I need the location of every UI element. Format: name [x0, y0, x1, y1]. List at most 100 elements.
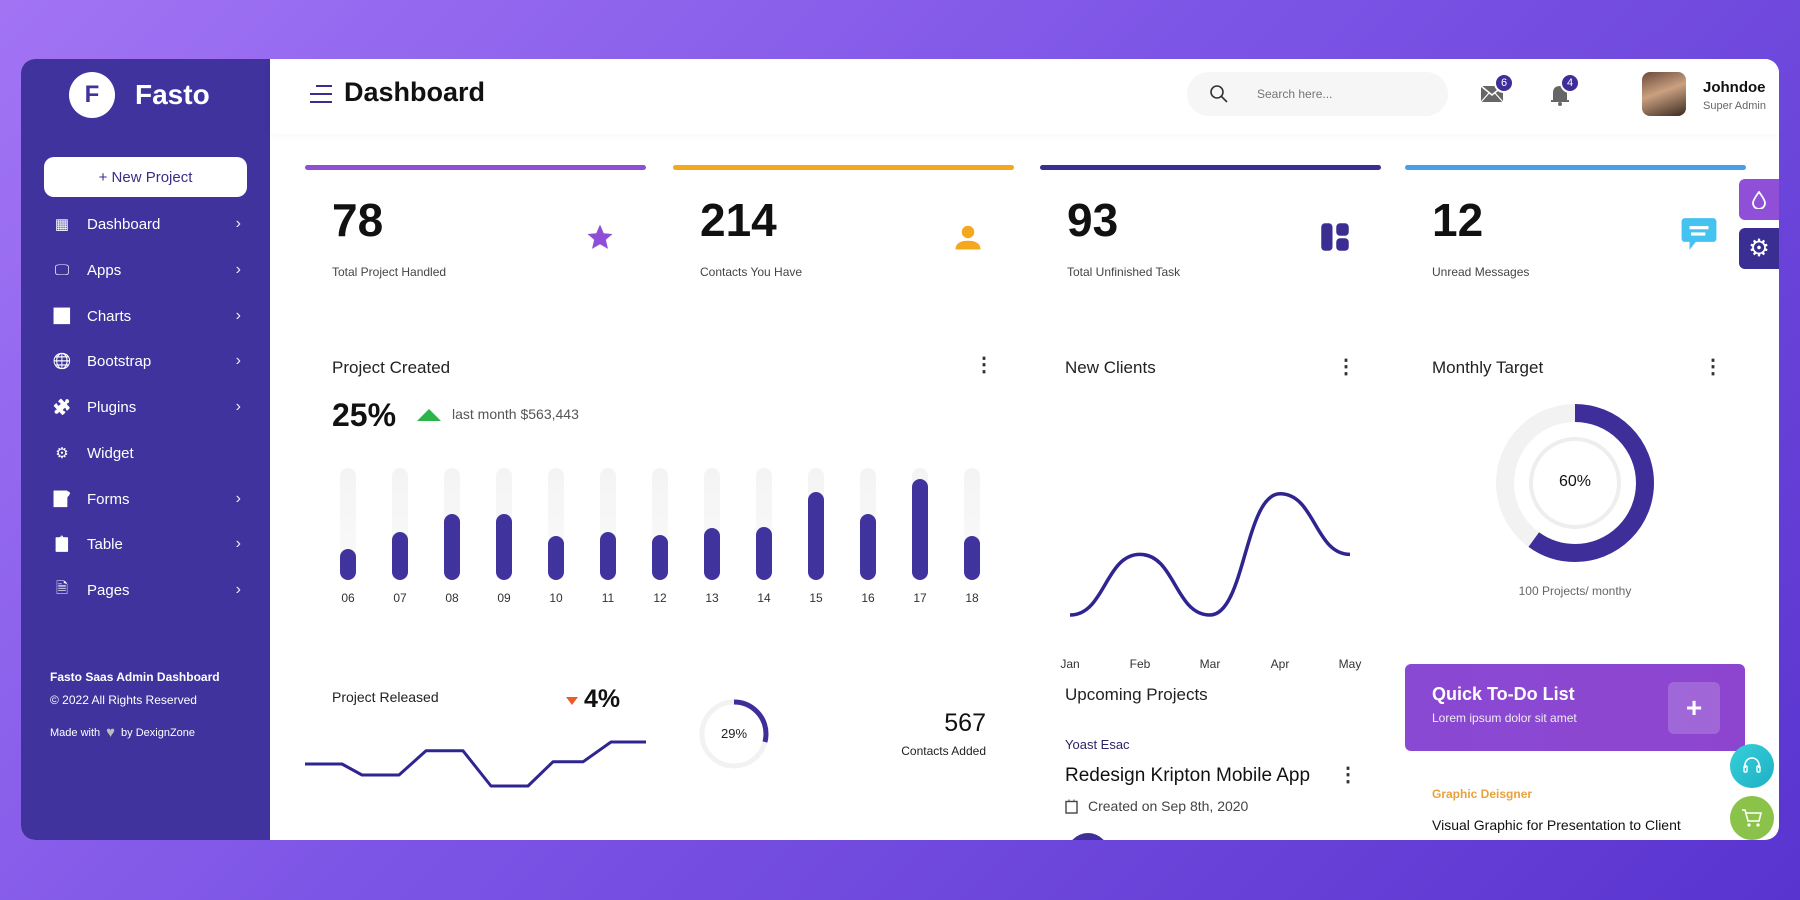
trend-down-icon	[566, 697, 578, 705]
contacts-added-arc	[699, 699, 769, 769]
stat-accent-bar	[673, 165, 1014, 170]
by-author: by DexignZone	[121, 726, 196, 739]
bar	[392, 531, 408, 580]
stat-label: Unread Messages	[1432, 265, 1530, 279]
stat-card: 78 Total Project Handled	[305, 165, 646, 300]
project-created-title: Project Created	[332, 358, 451, 377]
stat-card: 12 Unread Messages	[1405, 165, 1746, 300]
more-options-icon[interactable]: ⋮	[1703, 356, 1723, 378]
line-x-label: May	[1338, 657, 1362, 671]
stat-label: Total Unfinished Task	[1067, 265, 1181, 279]
search-bar[interactable]	[1187, 72, 1448, 116]
sidebar-item-label: Plugins	[87, 398, 137, 416]
heart-icon: ♥	[106, 724, 116, 741]
stat-value: 214	[700, 194, 777, 246]
stat-label: Total Project Handled	[332, 265, 447, 279]
chevron-right-icon: ›	[235, 581, 241, 598]
form-icon: 📝	[52, 491, 72, 508]
chevron-right-icon: ›	[235, 261, 241, 278]
project-created-subtitle: last month $563,443	[452, 406, 579, 422]
add-todo-button[interactable]: +	[1668, 682, 1720, 734]
project-name[interactable]: Redesign Kripton Mobile App	[1065, 765, 1311, 786]
sidebar-item-forms[interactable]: 📝 Forms ›	[51, 481, 241, 517]
bar-x-label: 12	[653, 591, 667, 605]
task-title[interactable]: Visual Graphic for Presentation to Clien…	[1432, 817, 1681, 833]
more-options-icon[interactable]: ⋮	[1336, 356, 1356, 378]
more-options-icon[interactable]: ⋮	[1338, 764, 1358, 786]
search-icon	[1210, 85, 1228, 103]
sidebar-item-charts[interactable]: 📈 Charts ›	[51, 298, 241, 334]
contacts-added-value: 567	[944, 709, 986, 737]
stat-label: Contacts You Have	[700, 265, 803, 279]
sidebar-item-apps[interactable]: 🖵 Apps ›	[51, 252, 241, 288]
sidebar-item-label: Pages	[87, 581, 130, 599]
footer-title: Fasto Saas Admin Dashboard	[50, 670, 220, 684]
hamburger-menu-icon[interactable]	[310, 85, 332, 103]
layout-icon	[1320, 222, 1350, 257]
contacts-added-label: Contacts Added	[901, 744, 986, 758]
bar-x-label: 08	[445, 591, 459, 605]
footer-copyright: © 2022 All Rights Reserved	[50, 693, 197, 707]
avatar[interactable]	[1642, 72, 1686, 116]
support-button[interactable]	[1730, 744, 1774, 788]
quick-todo-card: Quick To-Do List Lorem ipsum dolor sit a…	[1405, 664, 1745, 751]
bar	[496, 513, 512, 580]
chevron-right-icon: ›	[235, 398, 241, 415]
bar-x-label: 18	[965, 591, 979, 605]
chevron-right-icon: ›	[235, 490, 241, 507]
top-bar: Dashboard 6 4 Johndoe Super Admin	[270, 59, 1779, 134]
user-name[interactable]: Johndoe	[1703, 79, 1766, 96]
bar-x-label: 10	[549, 591, 563, 605]
chevron-right-icon: ›	[235, 535, 241, 552]
bar-x-label: 07	[393, 591, 407, 605]
droplet-icon	[1752, 190, 1766, 209]
bar	[756, 527, 772, 580]
sidebar-item-label: Table	[87, 535, 123, 553]
sidebar-item-dashboard[interactable]: ▦ Dashboard ›	[51, 206, 241, 242]
bar-x-label: 17	[913, 591, 927, 605]
chart-icon: 📈	[52, 308, 72, 325]
chevron-right-icon: ›	[235, 352, 241, 369]
cart-button[interactable]	[1730, 796, 1774, 840]
mail-button[interactable]: 6	[1480, 73, 1514, 108]
bar	[340, 548, 356, 580]
sidebar-item-plugins[interactable]: 🧩 Plugins ›	[51, 389, 241, 425]
bar	[808, 491, 824, 580]
notification-count-badge: 4	[1560, 73, 1580, 93]
grid-icon: ▦	[54, 216, 70, 233]
stat-accent-bar	[305, 165, 646, 170]
settings-button[interactable]: ⚙	[1739, 228, 1779, 269]
made-with: Made with	[50, 726, 101, 739]
new-project-button[interactable]: + New Project	[44, 157, 247, 197]
more-options-icon[interactable]: ⋮	[974, 354, 994, 376]
new-clients-line-chart	[1069, 492, 1351, 617]
stat-card: 214 Contacts You Have	[673, 165, 1014, 300]
stat-accent-bar	[1405, 165, 1746, 170]
sidebar-item-pages[interactable]: 🗎 Pages ›	[51, 572, 241, 608]
trend-up-icon	[417, 409, 441, 421]
sidebar-item-label: Forms	[87, 490, 130, 508]
chevron-right-icon: ›	[235, 307, 241, 324]
project-released-percent: 4%	[584, 685, 621, 713]
pages-icon: 🗎	[55, 579, 69, 597]
notification-button[interactable]: 4	[1550, 73, 1580, 112]
todo-subtitle: Lorem ipsum dolor sit amet	[1432, 711, 1577, 725]
bar	[860, 513, 876, 580]
line-x-label: Apr	[1270, 657, 1290, 671]
app-window: F Fasto + New Project ▦ Dashboard › 🖵 Apps › 📈…	[21, 59, 1779, 840]
monthly-target-percent: 60%	[1558, 473, 1592, 490]
bar	[600, 531, 616, 580]
calendar-icon	[1065, 799, 1078, 814]
line-x-label: Feb	[1129, 657, 1151, 671]
bar-x-label: 09	[497, 591, 511, 605]
search-input[interactable]	[1257, 87, 1407, 101]
monthly-target-title: Monthly Target	[1432, 358, 1544, 377]
monthly-target-center	[1529, 437, 1621, 529]
stat-value: 12	[1432, 194, 1484, 246]
sidebar-item-table[interactable]: 📋 Table ›	[51, 526, 241, 562]
sidebar-item-bootstrap[interactable]: 🌐 Bootstrap ›	[51, 343, 241, 379]
gear-icon: ⚙	[55, 445, 69, 462]
sidebar: F Fasto + New Project ▦ Dashboard › 🖵 Apps › 📈…	[21, 59, 270, 840]
theme-color-button[interactable]	[1739, 179, 1779, 220]
sidebar-item-widget[interactable]: ⚙ Widget	[51, 435, 241, 471]
